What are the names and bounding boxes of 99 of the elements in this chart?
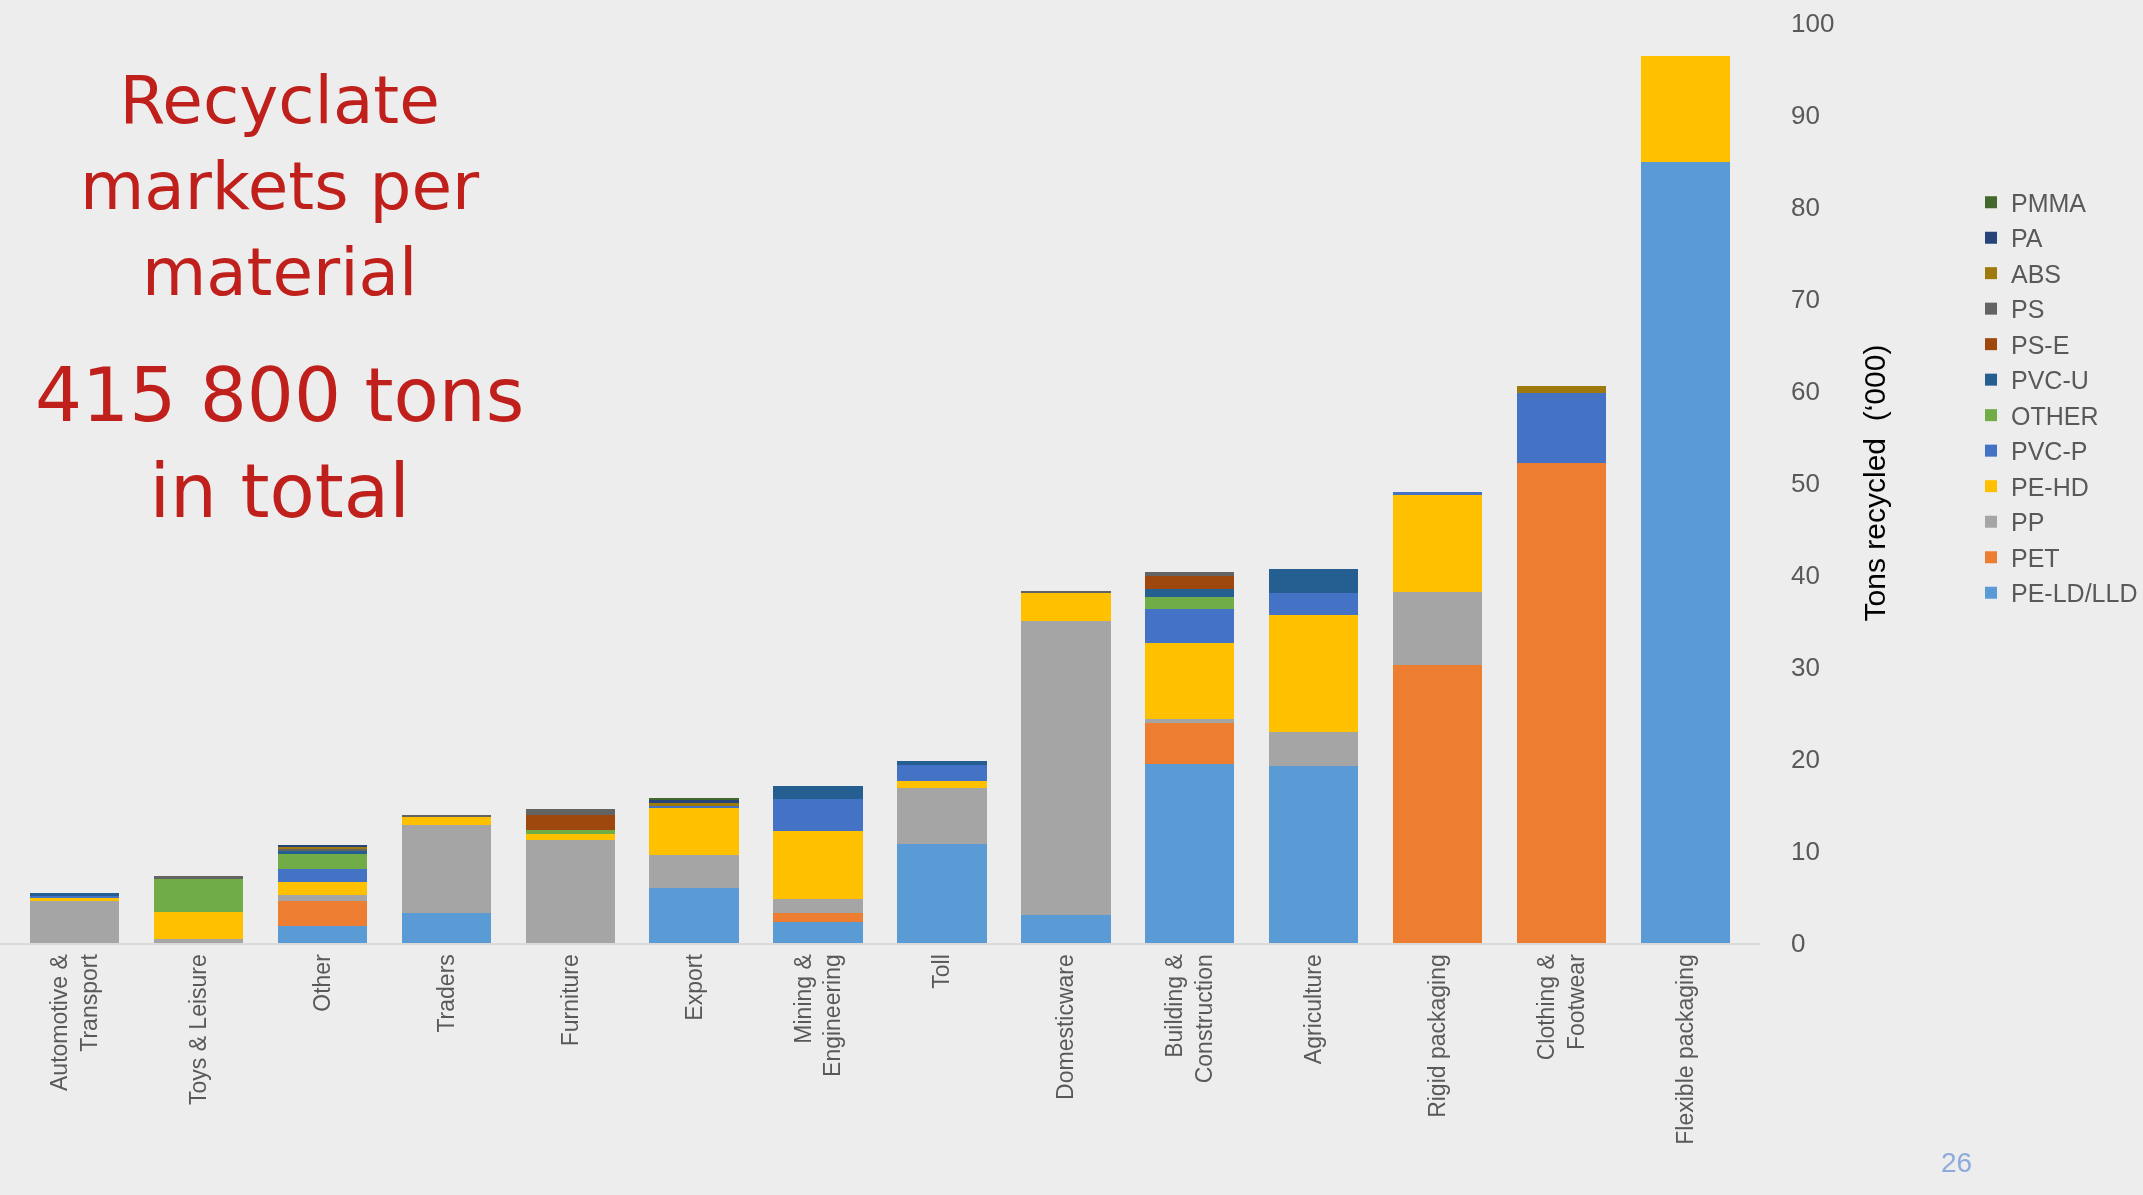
legend-label: PE-HD: [2011, 472, 2089, 501]
bar: [897, 764, 987, 782]
bar: [773, 912, 863, 922]
legend-label: PS: [2011, 295, 2045, 324]
text: 26: [1941, 1147, 1973, 1178]
x-tick-label: Rigid packaging: [1424, 954, 1451, 1118]
bar: [897, 788, 987, 844]
bar: [1517, 462, 1607, 943]
y-tick-label: 60: [1791, 376, 1820, 407]
y-tick-label: 0: [1791, 928, 1806, 959]
bar: [1145, 588, 1235, 598]
bar: [1517, 392, 1607, 463]
bar: [649, 807, 739, 855]
x-tick-label: Traders: [432, 954, 459, 1033]
legend-label: ABS: [2011, 259, 2062, 288]
bar: [773, 785, 863, 800]
bar: [525, 815, 615, 830]
bar: [1641, 56, 1731, 162]
bar: [897, 760, 987, 765]
legend-label: OTHER: [2011, 401, 2099, 430]
x-tick-label: Furniture: [556, 954, 583, 1047]
bar: [1393, 494, 1483, 592]
bar: [1021, 592, 1111, 621]
legend-label: PMMA: [2011, 188, 2087, 217]
x-tick-label: Flexible packaging: [1672, 954, 1699, 1145]
bar: [525, 808, 615, 816]
bar: [773, 830, 863, 899]
bar: [1145, 723, 1235, 764]
bar: [1145, 609, 1235, 644]
bar: [277, 882, 367, 896]
bar: [277, 853, 367, 870]
bar: [401, 816, 491, 826]
bar: [649, 854, 739, 888]
bar: [29, 900, 119, 943]
bar: [153, 878, 243, 912]
legend-label: PA: [2011, 224, 2043, 253]
bar: [1269, 766, 1359, 943]
x-tick-label: Agriculture: [1300, 954, 1327, 1065]
bar: [401, 912, 491, 943]
x-tick-label: Export: [680, 953, 707, 1021]
y-tick-label: 40: [1791, 560, 1820, 591]
y-tick-label: 10: [1791, 836, 1820, 867]
bar: [277, 895, 367, 901]
bar: [773, 921, 863, 943]
y-tick-label: 90: [1791, 100, 1820, 131]
y-tick-label: 70: [1791, 284, 1820, 315]
text: 415 800 tons in total: [35, 352, 525, 535]
x-tick-label: Mining & Engineering: [789, 954, 846, 1077]
bar: [525, 839, 615, 943]
text: Recyclate markets per material: [80, 62, 481, 311]
y-tick-label: 80: [1791, 192, 1820, 223]
legend-label: PET: [2011, 543, 2060, 572]
bar: [1021, 915, 1111, 943]
bar: [1021, 621, 1111, 916]
bar: [773, 898, 863, 913]
bar: [1269, 614, 1359, 733]
y-tick-label: 100: [1791, 8, 1835, 39]
bar: [649, 887, 739, 943]
bar: [1145, 597, 1235, 610]
x-tick-label: Building & Construction: [1161, 954, 1218, 1084]
y-axis-title: Tons recycled (‘000): [1857, 344, 1891, 622]
legend-label: PP: [2011, 508, 2045, 537]
bar: [897, 781, 987, 789]
bar: [1393, 591, 1483, 666]
bar: [1517, 386, 1607, 393]
bar: [1269, 569, 1359, 594]
legend-label: PS-E: [2011, 330, 2070, 359]
bar: [1145, 575, 1235, 589]
x-tick-label: Toll: [928, 954, 955, 989]
bar: [153, 875, 243, 879]
bar: [277, 925, 367, 943]
bar: [277, 869, 367, 883]
bar: [1145, 763, 1235, 943]
bar: [1145, 643, 1235, 719]
bar: [897, 843, 987, 943]
bar: [153, 911, 243, 940]
bar: [277, 900, 367, 926]
bar: [1269, 732, 1359, 767]
bar: [773, 799, 863, 831]
bar: [525, 829, 615, 834]
bar: [153, 939, 243, 943]
x-tick-label: Toys & Leisure: [184, 954, 211, 1106]
bar: [1145, 572, 1235, 576]
y-tick-label: 20: [1791, 744, 1820, 775]
y-tick-label: 30: [1791, 652, 1820, 683]
y-tick-label: 50: [1791, 468, 1820, 499]
legend-label: PE-LD/LLD: [2011, 579, 2138, 608]
bar: [525, 833, 615, 840]
bar: [1393, 665, 1483, 943]
bar: [1269, 593, 1359, 615]
x-tick-label: Clothing & Footwear: [1533, 953, 1590, 1061]
x-tick-label: Domesticware: [1052, 954, 1079, 1100]
x-tick-label: Automotive & Transport: [45, 953, 102, 1091]
legend-label: PVC-P: [2011, 437, 2088, 466]
legend-label: PVC-U: [2011, 366, 2089, 395]
bar: [1393, 492, 1483, 495]
bar: [1641, 161, 1731, 943]
x-tick-label: Other: [308, 953, 335, 1012]
bar: [401, 825, 491, 913]
